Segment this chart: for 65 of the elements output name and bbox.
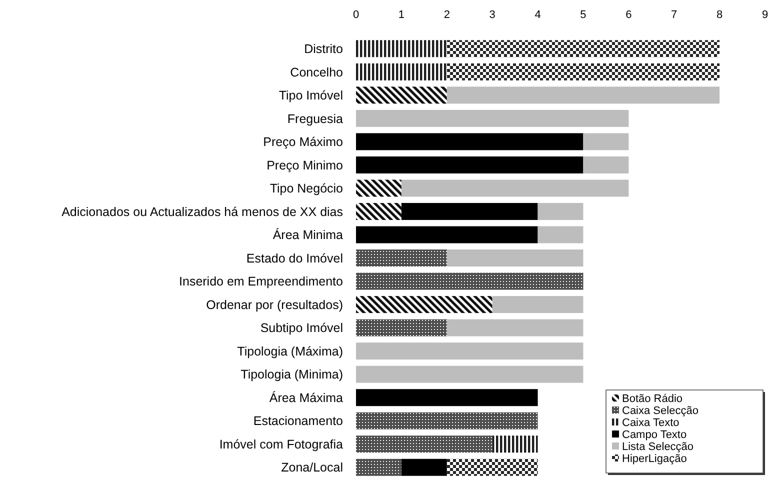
bar (356, 180, 402, 197)
bar (446, 319, 584, 336)
bar (401, 458, 447, 476)
y-tick-label: Distrito (304, 42, 344, 56)
x-tick-label: 7 (671, 9, 678, 21)
bar (356, 226, 538, 244)
legend-label: Lista Selecção (622, 440, 694, 453)
bar (401, 180, 629, 197)
bar (356, 272, 584, 290)
y-tick-label: Zona/Local (281, 460, 343, 475)
y-tick-label: Estacionamento (253, 414, 344, 428)
bar (356, 86, 447, 104)
bar (446, 250, 584, 266)
bar (401, 202, 538, 220)
y-tick-label: Tipologia (Máxima) (237, 344, 343, 358)
bar (492, 296, 584, 314)
y-tick-label: Estado do Imóvel (246, 251, 343, 266)
bar (583, 133, 629, 150)
y-tick-label: Concelho (290, 65, 344, 80)
y-tick-label: Freguesia (287, 112, 344, 126)
y-tick-label: Preço Minimo (266, 158, 344, 172)
legend-label: HiperLigação (622, 452, 687, 465)
bar (356, 296, 492, 314)
x-tick-label: 4 (534, 9, 541, 21)
x-tick-label: 1 (398, 9, 405, 21)
bar (446, 86, 720, 104)
bar (356, 342, 584, 360)
x-tick-label: 9 (762, 9, 768, 21)
y-tick-label: Área Máxima (269, 390, 344, 405)
bar (356, 319, 447, 336)
y-tick-label: Ordenar por (resultados) (206, 298, 343, 312)
x-tick-label: 8 (716, 9, 723, 21)
bar (356, 202, 402, 220)
y-tick-label: Preço Máximo (263, 135, 344, 150)
bar (356, 110, 629, 127)
bar (492, 436, 538, 453)
bar (356, 412, 538, 430)
x-tick-label: 5 (580, 9, 586, 21)
y-tick-label: Adicionados ou Actualizados há menos de XX dias (62, 204, 343, 219)
legend-label: Campo Texto (622, 428, 687, 441)
bar (356, 458, 402, 476)
y-tick-label: Tipo Negócio (270, 182, 344, 196)
legend-label: Caixa Selecção (622, 404, 698, 417)
bar (583, 156, 629, 174)
bar (356, 250, 447, 266)
y-tick-label: Inserido em Empreendimento (179, 274, 344, 289)
bar (356, 366, 584, 383)
bar (356, 133, 584, 150)
y-tick-label: Tipo Imóvel (278, 88, 343, 103)
bar (356, 156, 584, 174)
x-tick-label: 6 (626, 9, 632, 21)
y-tick-label: Tipologia (Minima) (240, 368, 343, 382)
x-tick-label: 0 (352, 9, 360, 21)
bar (446, 458, 538, 476)
y-tick-label: Subtipo Imóvel (260, 321, 343, 336)
y-tick-label: Área Minima (272, 228, 344, 242)
bar (356, 436, 492, 453)
bar (538, 202, 584, 220)
legend-label: Botão Rádio (622, 392, 683, 405)
legend-label: Caixa Texto (622, 416, 680, 429)
x-tick-label: 3 (489, 9, 496, 21)
y-tick-label: Imóvel com Fotografia (219, 437, 344, 452)
bar (538, 226, 584, 244)
bar (356, 389, 538, 406)
x-tick-label: 2 (444, 9, 450, 21)
